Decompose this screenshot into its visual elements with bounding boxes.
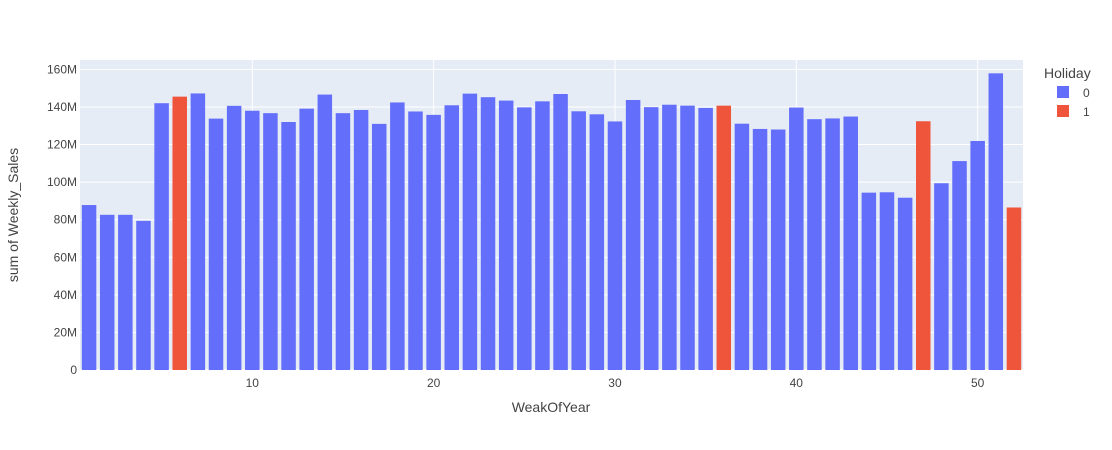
- y-tick-label: 120M: [47, 138, 77, 152]
- bar-week-17[interactable]: [371, 123, 387, 370]
- bar-week-40[interactable]: [789, 107, 804, 371]
- x-tick-label: 50: [971, 376, 985, 390]
- bar-week-9[interactable]: [226, 105, 242, 371]
- bar-week-20[interactable]: [426, 114, 441, 371]
- bar-week-1[interactable]: [81, 205, 97, 370]
- bar-week-35[interactable]: [698, 107, 713, 370]
- y-tick-label: 60M: [54, 250, 77, 264]
- bar-week-11[interactable]: [263, 113, 278, 370]
- legend-label-0[interactable]: 0: [1083, 86, 1090, 100]
- bar-week-13[interactable]: [299, 108, 314, 370]
- bar-week-37[interactable]: [734, 123, 750, 370]
- bar-week-21[interactable]: [444, 105, 460, 371]
- bar-week-30[interactable]: [607, 121, 623, 370]
- bar-week-32[interactable]: [643, 107, 659, 370]
- bar-week-47[interactable]: [916, 121, 931, 371]
- bar-week-12[interactable]: [281, 122, 296, 370]
- bar-week-6[interactable]: [172, 96, 187, 371]
- y-tick-label: 0: [70, 363, 77, 377]
- bar-week-42[interactable]: [825, 118, 840, 371]
- bar-week-15[interactable]: [335, 113, 351, 370]
- legend-title: Holiday: [1044, 65, 1091, 81]
- bar-week-31[interactable]: [625, 100, 641, 370]
- x-tick-label: 40: [790, 376, 804, 390]
- bar-week-5[interactable]: [154, 103, 169, 370]
- bars: [81, 73, 1022, 371]
- y-tick-label: 100M: [47, 175, 77, 189]
- bar-week-10[interactable]: [245, 110, 260, 371]
- bar-week-25[interactable]: [517, 107, 532, 370]
- bar-week-7[interactable]: [190, 93, 206, 371]
- bar-week-24[interactable]: [498, 100, 514, 370]
- bar-week-46[interactable]: [897, 197, 913, 370]
- x-tick-label: 20: [427, 376, 441, 390]
- y-axis-title: sum of Weekly_Sales: [5, 148, 21, 282]
- bar-week-2[interactable]: [99, 214, 115, 370]
- x-tick-labels: 10 20 30 40 50: [246, 376, 985, 390]
- legend-label-1[interactable]: 1: [1083, 105, 1090, 119]
- bar-week-28[interactable]: [571, 111, 586, 371]
- bar-week-22[interactable]: [462, 93, 478, 370]
- y-tick-label: 40M: [54, 288, 77, 302]
- bar-week-48[interactable]: [934, 183, 949, 370]
- bar-week-44[interactable]: [861, 192, 877, 370]
- bar-week-33[interactable]: [662, 104, 677, 370]
- bar-week-50[interactable]: [970, 140, 985, 370]
- bar-week-49[interactable]: [952, 161, 967, 370]
- bar-week-23[interactable]: [480, 97, 496, 370]
- bar-week-27[interactable]: [553, 94, 568, 371]
- bar-week-41[interactable]: [807, 119, 822, 370]
- bar-week-3[interactable]: [118, 214, 133, 370]
- bar-week-26[interactable]: [535, 101, 550, 370]
- bar-week-18[interactable]: [390, 102, 405, 371]
- x-tick-label: 30: [608, 376, 622, 390]
- y-tick-labels: 0 20M 40M 60M 80M 100M 120M 140M 160M: [47, 62, 77, 377]
- bar-week-51[interactable]: [988, 73, 1004, 371]
- y-tick-label: 160M: [47, 62, 77, 76]
- legend-swatch-1[interactable]: [1057, 105, 1069, 117]
- bar-week-16[interactable]: [353, 109, 369, 370]
- legend: Holiday 0 1: [1044, 65, 1091, 119]
- bar-week-45[interactable]: [879, 192, 895, 370]
- bar-week-8[interactable]: [208, 118, 224, 370]
- bar-week-39[interactable]: [770, 129, 786, 370]
- bar-week-14[interactable]: [317, 94, 333, 370]
- x-tick-label: 10: [246, 376, 260, 390]
- bar-week-29[interactable]: [589, 114, 605, 370]
- bar-week-19[interactable]: [408, 111, 423, 370]
- y-tick-label: 20M: [54, 325, 77, 339]
- bar-week-36[interactable]: [716, 105, 732, 371]
- y-tick-label: 80M: [54, 213, 77, 227]
- y-tick-label: 140M: [47, 100, 77, 114]
- legend-swatch-0[interactable]: [1057, 86, 1069, 98]
- bar-week-34[interactable]: [680, 105, 695, 371]
- bar-week-43[interactable]: [843, 116, 858, 370]
- bar-week-38[interactable]: [752, 128, 768, 370]
- x-axis-title: WeakOfYear: [512, 399, 591, 415]
- bar-week-52[interactable]: [1006, 207, 1022, 370]
- bar-week-4[interactable]: [136, 220, 151, 370]
